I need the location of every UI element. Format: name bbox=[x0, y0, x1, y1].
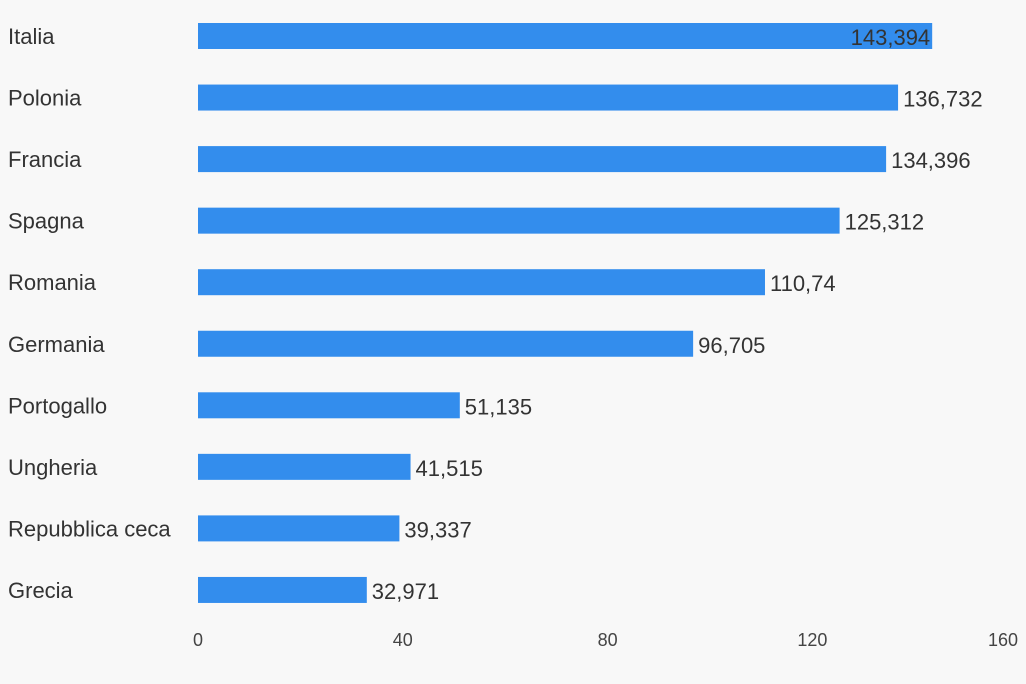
bar bbox=[198, 576, 367, 603]
bar bbox=[198, 269, 765, 296]
x-tick-label: 80 bbox=[598, 630, 618, 650]
category-label: Romania bbox=[8, 270, 97, 295]
category-label: Repubblica ceca bbox=[8, 516, 171, 541]
category-label: Grecia bbox=[8, 578, 74, 603]
x-tick-label: 120 bbox=[797, 630, 827, 650]
value-label: 136,732 bbox=[903, 87, 983, 112]
value-label: 143,394 bbox=[851, 25, 931, 50]
bar bbox=[198, 453, 411, 480]
value-label: 134,396 bbox=[891, 148, 971, 173]
value-label: 110,74 bbox=[770, 271, 836, 296]
x-tick-label: 160 bbox=[988, 630, 1018, 650]
category-label: Ungheria bbox=[8, 455, 98, 480]
value-label: 41,515 bbox=[416, 456, 483, 481]
x-tick-label: 0 bbox=[193, 630, 203, 650]
category-label: Francia bbox=[8, 147, 82, 172]
bar bbox=[198, 515, 400, 542]
bar bbox=[198, 23, 933, 49]
x-tick-label: 40 bbox=[393, 630, 413, 650]
bar bbox=[198, 330, 694, 357]
value-label: 32,971 bbox=[372, 579, 439, 604]
bar bbox=[198, 207, 840, 234]
bar bbox=[198, 146, 887, 173]
bar bbox=[198, 84, 899, 111]
value-label: 96,705 bbox=[698, 333, 765, 358]
value-label: 39,337 bbox=[404, 517, 471, 542]
value-label: 51,135 bbox=[465, 394, 532, 419]
bar bbox=[198, 392, 460, 419]
category-label: Spagna bbox=[8, 209, 85, 234]
category-label: Polonia bbox=[8, 86, 82, 111]
category-label: Germania bbox=[8, 332, 105, 357]
category-label: Portogallo bbox=[8, 393, 107, 418]
value-label: 125,312 bbox=[845, 210, 925, 235]
category-label: Italia bbox=[8, 24, 55, 49]
